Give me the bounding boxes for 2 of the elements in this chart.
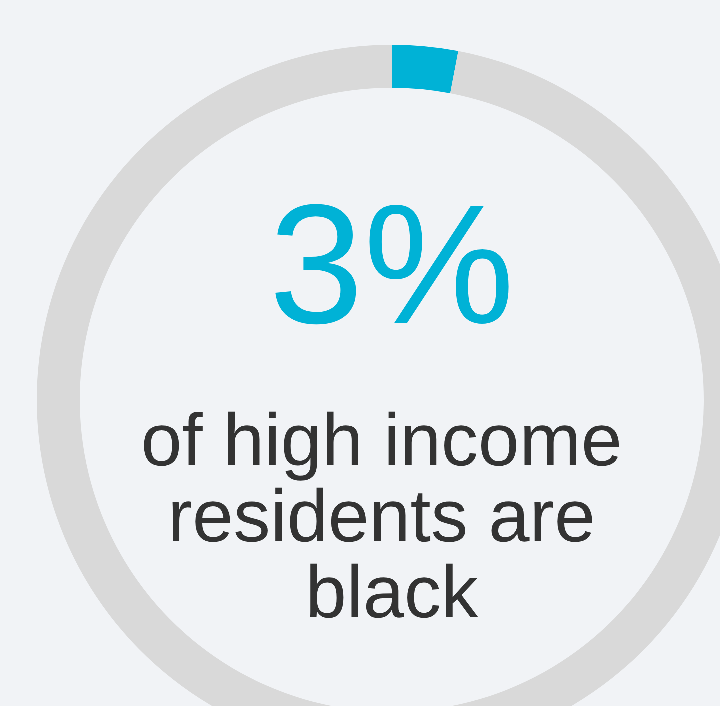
data-label: 3% bbox=[269, 170, 515, 360]
text: of high income residents are black bbox=[141, 398, 643, 634]
